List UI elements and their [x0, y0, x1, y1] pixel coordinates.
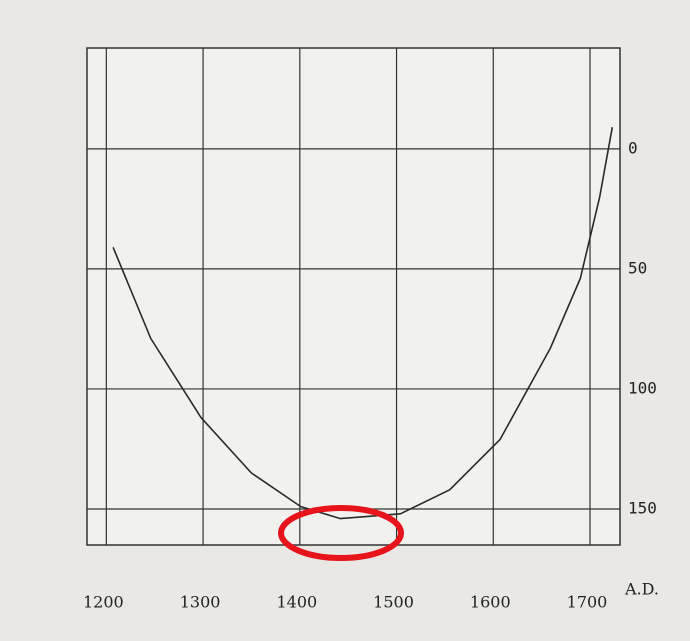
y-tick-label: 150	[628, 498, 657, 517]
data-line	[112, 127, 614, 520]
y-tick-label: 50	[628, 258, 647, 277]
x-tick-label: 1700	[567, 593, 608, 612]
y-tick-label: 0	[628, 138, 638, 157]
x-tick-label: 1600	[470, 593, 511, 612]
y-tick-label: 100	[628, 378, 657, 397]
highlight-circle	[278, 505, 404, 561]
plot-frame	[86, 47, 621, 546]
x-tick-label: 1500	[373, 593, 414, 612]
x-tick-label: 1200	[83, 593, 124, 612]
x-tick-label: 1400	[276, 593, 317, 612]
x-axis-label: A.D.	[624, 580, 659, 599]
x-tick-label: 1300	[180, 593, 221, 612]
